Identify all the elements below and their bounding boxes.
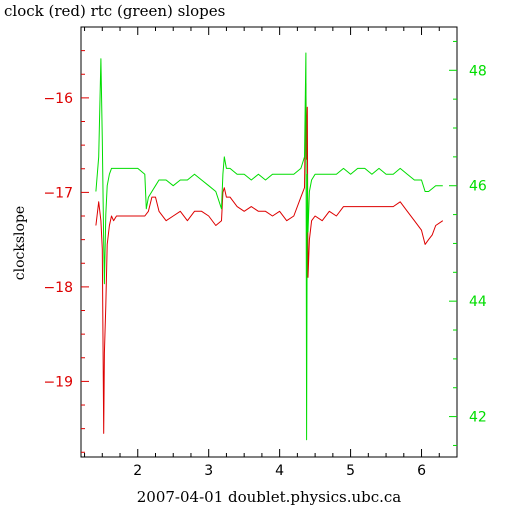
x-tick-label: 3 (204, 463, 213, 479)
chart-title: clock (red) rtc (green) slopes (4, 2, 225, 20)
left-tick-label: −16 (43, 91, 73, 107)
right-tick-label: 48 (469, 63, 487, 79)
left-tick-label: −17 (43, 185, 73, 201)
x-tick-label: 6 (417, 463, 426, 479)
left-tick-label: −19 (43, 374, 73, 390)
x-tick-label: 4 (275, 463, 284, 479)
x-tick-label: 2 (133, 463, 142, 479)
right-tick-label: 44 (469, 294, 487, 310)
y-axis-label: clockslope (12, 206, 28, 280)
x-axis-label: 2007-04-01 doublet.physics.ubc.ca (137, 488, 402, 506)
plot-frame (80, 26, 458, 458)
ticks-layer: 2 3 4 5 6 −19 −18 −17 −16 42 44 46 48 (43, 27, 487, 479)
clock-series-line (95, 83, 444, 434)
rtc-series-line (95, 52, 443, 441)
right-tick-label: 46 (469, 179, 487, 195)
series-layer (95, 52, 444, 441)
right-tick-label: 42 (469, 410, 487, 426)
x-tick-label: 5 (346, 463, 355, 479)
left-tick-label: −18 (43, 280, 73, 296)
